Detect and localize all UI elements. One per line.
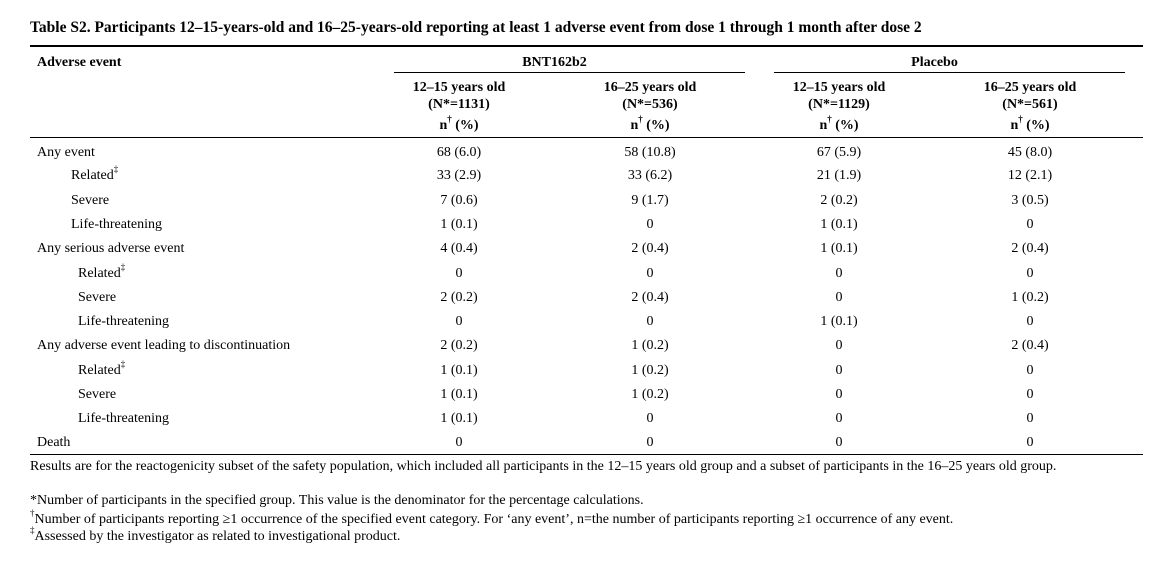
row-value: 1 (0.1) [820,217,858,232]
row-value: 0 [835,290,843,305]
row-value: 1 (0.2) [1011,290,1049,305]
row-label: Any serious adverse event [37,241,185,256]
col-header-n-total: (N*=1131) [428,97,490,112]
row-label: Related‡ [78,359,126,378]
row-label: Any event [37,145,95,160]
row-value: 2 (0.4) [631,290,669,305]
row-value: 67 (5.9) [816,145,862,160]
row-value: 0 [835,338,843,353]
row-label: Death [37,435,71,450]
table-title: Table S2. Participants 12–15-years-old a… [30,19,922,36]
row-value: 2 (0.4) [631,241,669,256]
row-value: 0 [1026,387,1034,402]
row-value: 0 [646,411,654,426]
row-value: 1 (0.1) [440,387,478,402]
row-value: 7 (0.6) [440,193,478,208]
row-label: Related‡ [71,164,119,183]
header-bottom-rule [30,137,1143,138]
row-value: 0 [835,411,843,426]
row-label: Life-threatening [78,411,169,426]
row-label: Related‡ [78,262,126,281]
row-value: 0 [1026,314,1034,329]
row-label: Any adverse event leading to discontinua… [37,338,291,353]
footnote-results: Results are for the reactogenicity subse… [30,459,1057,474]
row-value: 33 (6.2) [627,168,673,183]
row-value: 9 (1.7) [631,193,669,208]
row-value: 0 [835,363,843,378]
group-header-bnt162b2: BNT162b2 [522,55,587,70]
row-value: 0 [646,314,654,329]
row-value: 0 [646,266,654,281]
group-rule-bnt [394,72,745,73]
row-label: Life-threatening [71,217,162,232]
row-value: 2 (0.4) [1011,338,1049,353]
row-value: 1 (0.2) [631,338,669,353]
row-value: 0 [1026,217,1034,232]
col-header-n-total: (N*=561) [1002,97,1058,112]
row-value: 0 [455,266,463,281]
col-header-age: 16–25 years old [983,80,1077,95]
col-header-age: 12–15 years old [792,80,886,95]
footnote-double-dagger: ‡Assessed by the investigator as related… [30,525,401,544]
row-value: 45 (8.0) [1007,145,1053,160]
row-value: 3 (0.5) [1011,193,1049,208]
col-header-age: 12–15 years old [412,80,506,95]
top-rule [30,45,1143,47]
col-header-stat: n† (%) [1010,114,1050,133]
row-value: 0 [455,435,463,450]
col-header-n-total: (N*=1129) [808,97,870,112]
col-header-age: 16–25 years old [603,80,697,95]
row-label: Severe [78,290,117,305]
row-value: 2 (0.2) [440,290,478,305]
col-header-stat: n† (%) [819,114,859,133]
row-value: 0 [835,435,843,450]
row-value: 2 (0.2) [440,338,478,353]
group-rule-placebo [774,72,1125,73]
col-header-stat: n† (%) [439,114,479,133]
row-value: 1 (0.1) [820,314,858,329]
group-header-placebo: Placebo [911,55,958,70]
row-value: 12 (2.1) [1007,168,1053,183]
footnote-star: *Number of participants in the specified… [30,493,644,508]
row-value: 1 (0.1) [820,241,858,256]
row-value: 21 (1.9) [816,168,862,183]
row-value: 0 [1026,435,1034,450]
row-value: 0 [1026,266,1034,281]
adverse-event-header: Adverse event [37,55,122,70]
footnote-dagger: †Number of participants reporting ≥1 occ… [30,508,954,527]
row-value: 0 [455,314,463,329]
row-value: 4 (0.4) [440,241,478,256]
col-header-n-total: (N*=536) [622,97,678,112]
row-label: Severe [78,387,117,402]
row-value: 0 [835,387,843,402]
bottom-rule [30,454,1143,455]
row-value: 1 (0.2) [631,363,669,378]
row-value: 0 [646,435,654,450]
row-value: 58 (10.8) [624,145,676,160]
row-label: Life-threatening [78,314,169,329]
col-header-stat: n† (%) [630,114,670,133]
row-value: 2 (0.4) [1011,241,1049,256]
row-value: 33 (2.9) [436,168,482,183]
row-label: Severe [71,193,110,208]
row-value: 1 (0.1) [440,363,478,378]
row-value: 2 (0.2) [820,193,858,208]
row-value: 0 [1026,411,1034,426]
row-value: 1 (0.1) [440,411,478,426]
row-value: 0 [646,217,654,232]
row-value: 0 [835,266,843,281]
row-value: 1 (0.2) [631,387,669,402]
row-value: 1 (0.1) [440,217,478,232]
row-value: 68 (6.0) [436,145,482,160]
row-value: 0 [1026,363,1034,378]
